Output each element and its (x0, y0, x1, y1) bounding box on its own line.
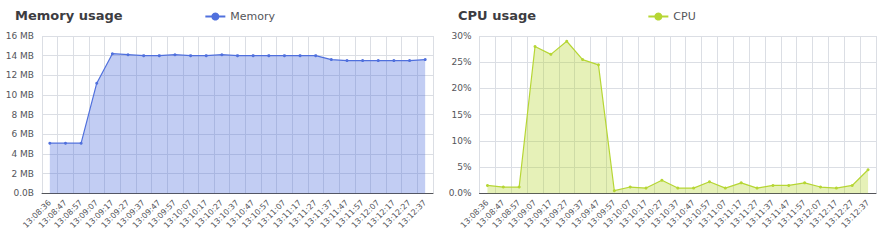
svg-text:13:09:07: 13:09:07 (506, 198, 539, 230)
svg-text:30%: 30% (451, 31, 471, 41)
svg-text:13:08:36: 13:08:36 (21, 198, 53, 230)
svg-text:13:09:17: 13:09:17 (522, 198, 555, 230)
svg-text:15%: 15% (451, 110, 471, 120)
svg-text:13:08:47: 13:08:47 (36, 198, 69, 230)
svg-text:13:10:47: 13:10:47 (224, 198, 257, 230)
svg-text:13:09:57: 13:09:57 (585, 198, 618, 230)
svg-text:13:08:47: 13:08:47 (474, 198, 507, 230)
svg-text:Memory usage: Memory usage (15, 8, 123, 23)
svg-text:CPU: CPU (673, 10, 695, 23)
svg-text:13:09:47: 13:09:47 (130, 198, 163, 230)
svg-text:13:09:37: 13:09:37 (554, 198, 586, 230)
svg-text:13:11:47: 13:11:47 (760, 198, 792, 230)
svg-text:13:12:17: 13:12:17 (807, 198, 840, 230)
svg-text:10 MB: 10 MB (6, 90, 34, 100)
svg-text:13:09:37: 13:09:37 (115, 198, 147, 230)
svg-text:0.0B: 0.0B (14, 188, 35, 198)
svg-text:8 MB: 8 MB (11, 110, 34, 120)
svg-text:13:11:57: 13:11:57 (334, 198, 366, 230)
svg-text:13:12:07: 13:12:07 (349, 198, 382, 230)
svg-text:13:11:47: 13:11:47 (318, 198, 351, 230)
svg-text:13:10:57: 13:10:57 (680, 198, 713, 230)
svg-text:25%: 25% (451, 57, 471, 67)
svg-text:CPU usage: CPU usage (458, 8, 536, 23)
svg-text:13:10:07: 13:10:07 (601, 198, 634, 230)
svg-text:13:10:37: 13:10:37 (649, 198, 681, 230)
svg-text:13:10:57: 13:10:57 (240, 198, 272, 230)
svg-text:13:10:47: 13:10:47 (665, 198, 697, 230)
svg-text:13:10:17: 13:10:17 (617, 198, 650, 230)
svg-text:13:12:07: 13:12:07 (791, 198, 824, 230)
svg-text:14 MB: 14 MB (6, 51, 34, 61)
svg-text:2 MB: 2 MB (11, 169, 34, 179)
svg-text:13:10:17: 13:10:17 (177, 198, 210, 230)
svg-text:13:09:07: 13:09:07 (68, 198, 100, 230)
svg-text:13:09:27: 13:09:27 (538, 198, 570, 230)
svg-text:13:10:27: 13:10:27 (633, 198, 666, 230)
svg-text:13:11:17: 13:11:17 (712, 198, 745, 230)
svg-text:13:10:37: 13:10:37 (209, 198, 241, 230)
svg-text:13:12:27: 13:12:27 (381, 198, 413, 230)
svg-text:0.0%: 0.0% (449, 188, 472, 198)
svg-text:13:09:47: 13:09:47 (569, 198, 602, 230)
svg-text:5%: 5% (457, 162, 472, 172)
svg-text:16 MB: 16 MB (6, 31, 34, 41)
svg-text:12 MB: 12 MB (6, 70, 34, 80)
svg-text:13:11:27: 13:11:27 (728, 198, 761, 230)
svg-text:20%: 20% (451, 83, 471, 93)
svg-text:6 MB: 6 MB (11, 129, 34, 139)
svg-text:13:08:57: 13:08:57 (490, 198, 523, 230)
svg-text:13:11:57: 13:11:57 (776, 198, 808, 230)
svg-text:13:11:37: 13:11:37 (744, 198, 777, 230)
svg-text:13:10:27: 13:10:27 (193, 198, 225, 230)
svg-text:13:08:57: 13:08:57 (52, 198, 85, 230)
svg-text:10%: 10% (451, 136, 471, 146)
svg-text:13:09:17: 13:09:17 (83, 198, 116, 230)
svg-text:13:11:07: 13:11:07 (255, 198, 288, 230)
svg-text:13:12:37: 13:12:37 (840, 198, 872, 230)
svg-text:13:12:17: 13:12:17 (365, 198, 398, 230)
svg-text:13:11:37: 13:11:37 (302, 198, 335, 230)
svg-text:13:12:27: 13:12:27 (823, 198, 856, 230)
svg-text:13:11:17: 13:11:17 (271, 198, 304, 230)
svg-text:13:08:36: 13:08:36 (458, 198, 491, 230)
svg-text:13:09:57: 13:09:57 (146, 198, 179, 230)
svg-text:13:09:27: 13:09:27 (99, 198, 132, 230)
svg-text:13:11:07: 13:11:07 (696, 198, 729, 230)
svg-text:Memory: Memory (230, 10, 275, 23)
svg-text:13:11:27: 13:11:27 (287, 198, 319, 230)
svg-text:13:12:37: 13:12:37 (397, 198, 429, 230)
svg-text:4 MB: 4 MB (11, 149, 34, 159)
svg-text:13:10:07: 13:10:07 (162, 198, 194, 230)
